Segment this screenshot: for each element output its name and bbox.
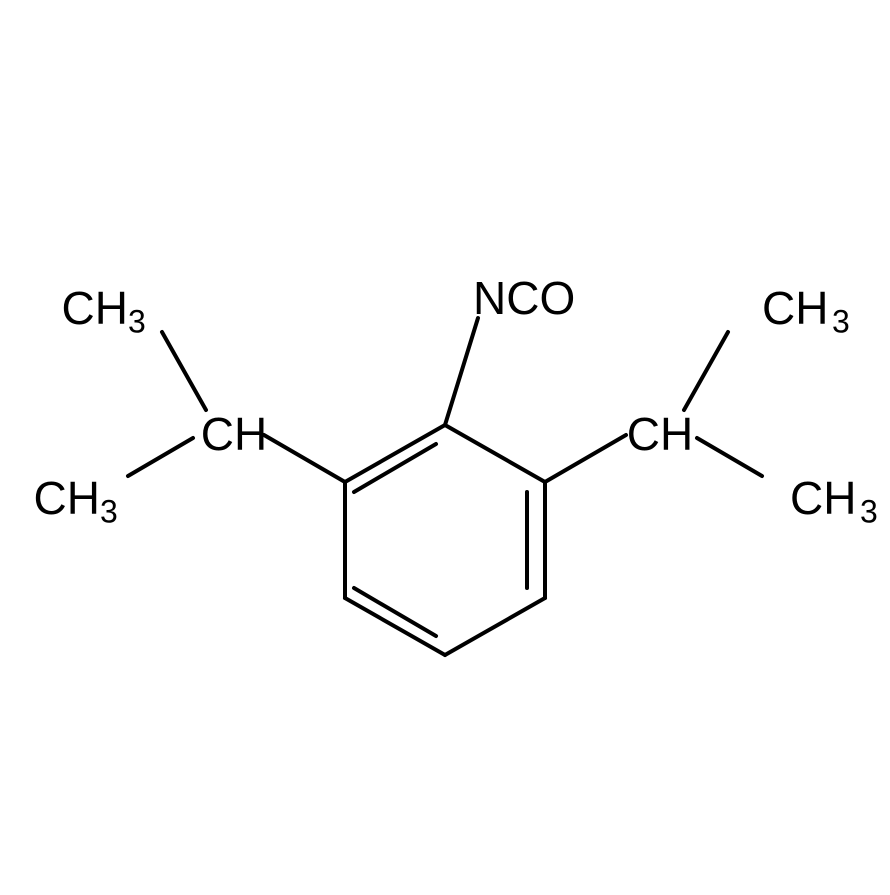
ch-right-label: CH — [627, 408, 693, 460]
ring-bond-br-bot — [445, 598, 545, 655]
bond-to-nco — [445, 318, 478, 425]
bond-ch-right-to-ch3-bot — [697, 438, 762, 476]
ch3-bot-left-text: CH — [34, 472, 100, 524]
bond-ch-left-to-ch3-top — [162, 332, 206, 410]
ch3-bot-left-label: CH 3 — [34, 472, 118, 529]
ch3-top-left-text: CH — [62, 282, 128, 334]
bond-tr-to-ch-right — [545, 435, 626, 482]
ch3-bot-right-sub: 3 — [860, 493, 878, 529]
ch3-bot-right-text: CH — [790, 472, 856, 524]
bond-ch-right-to-ch3-top — [684, 332, 728, 410]
ch3-top-right-label: CH 3 — [762, 282, 850, 339]
bond-tl-to-ch-left — [264, 435, 345, 482]
ch3-top-right-text: CH — [762, 282, 828, 334]
chemical-structure: NCO CH CH 3 CH 3 CH CH 3 CH 3 — [0, 0, 890, 890]
ch3-top-right-sub: 3 — [832, 303, 850, 339]
ch3-top-left-label: CH 3 — [62, 282, 146, 339]
ch-left-label: CH — [201, 408, 267, 460]
ring-bond-top-tr — [445, 425, 545, 482]
ch3-bot-right-label: CH 3 — [790, 472, 878, 529]
ch3-bot-left-sub: 3 — [100, 493, 118, 529]
ch3-top-left-sub: 3 — [128, 303, 146, 339]
ring-bond-tl-top — [345, 425, 445, 482]
benzene-ring — [345, 425, 545, 655]
bond-ch-left-to-ch3-bot — [128, 438, 193, 476]
nco-label: NCO — [473, 272, 575, 324]
ring-bond-bot-bl — [345, 598, 445, 655]
